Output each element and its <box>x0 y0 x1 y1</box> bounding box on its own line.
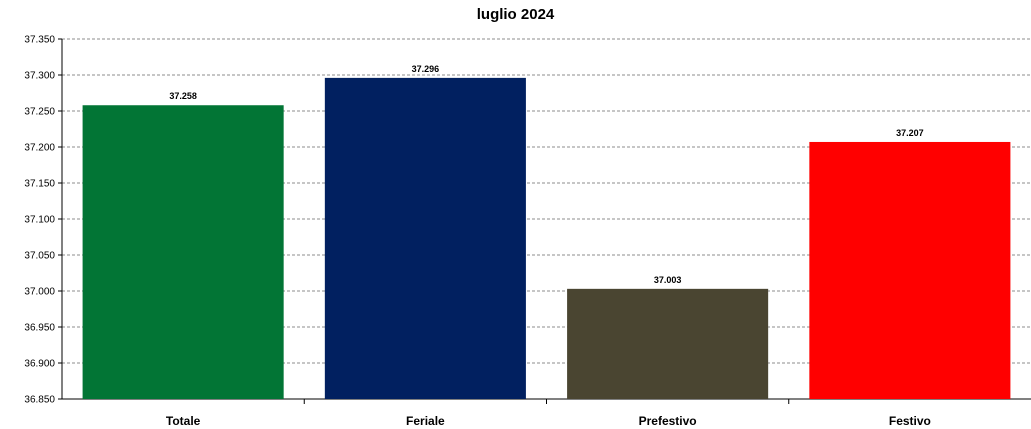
y-tick-label: 37.100 <box>24 215 55 226</box>
data-label: 37.003 <box>654 275 682 285</box>
bar-feriale <box>324 77 526 399</box>
x-tick-label: Prefestivo <box>639 414 697 428</box>
x-tick-label: Totale <box>166 414 201 428</box>
data-label: 37.258 <box>169 91 197 101</box>
y-tick-label: 37.050 <box>24 251 55 262</box>
y-tick-label: 37.150 <box>24 179 55 190</box>
chart-title: luglio 2024 <box>476 6 555 23</box>
bar-totale <box>82 105 284 400</box>
bar-prefestivo <box>567 288 769 399</box>
x-tick-label: Feriale <box>406 414 445 428</box>
bar-festivo <box>809 141 1011 399</box>
y-tick-label: 37.250 <box>24 107 55 118</box>
y-tick-label: 36.850 <box>24 395 55 406</box>
x-tick-label: Festivo <box>889 414 931 428</box>
y-tick-label: 37.300 <box>24 71 55 82</box>
y-tick-label: 37.200 <box>24 143 55 154</box>
data-label: 37.296 <box>412 64 440 74</box>
y-tick-label: 37.350 <box>24 35 55 46</box>
y-tick-label: 36.900 <box>24 359 55 370</box>
data-label: 37.207 <box>896 128 924 138</box>
y-tick-label: 37.000 <box>24 287 55 298</box>
y-tick-label: 36.950 <box>24 323 55 334</box>
